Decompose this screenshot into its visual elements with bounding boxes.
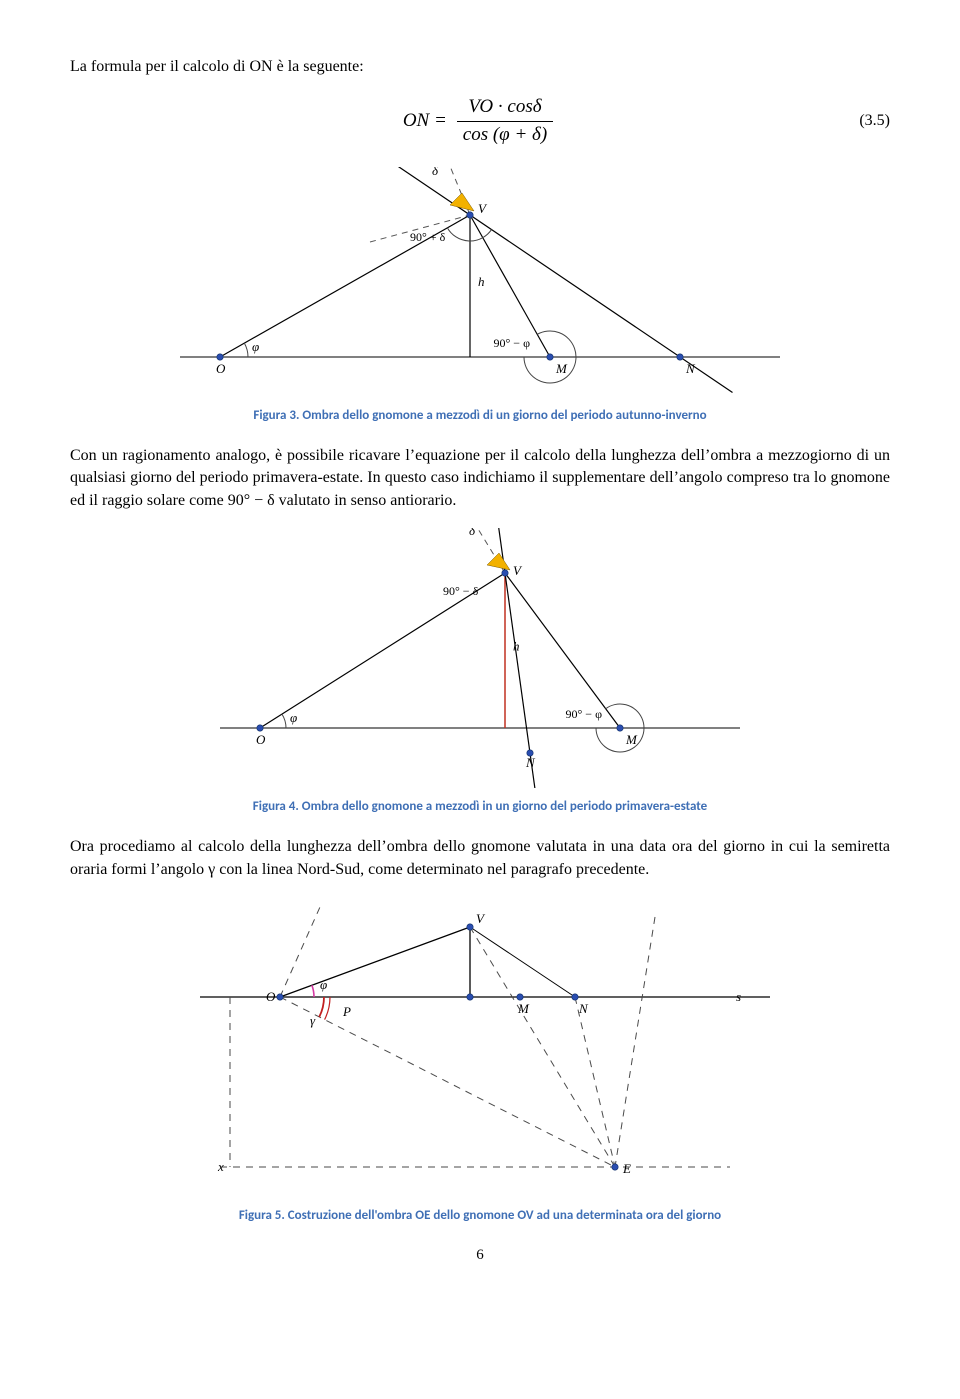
svg-text:δ: δ	[432, 167, 439, 178]
svg-text:V: V	[513, 563, 523, 578]
svg-text:φ: φ	[290, 710, 297, 725]
svg-text:90° − φ: 90° − φ	[494, 336, 531, 350]
svg-text:h: h	[478, 274, 485, 289]
page-number: 6	[70, 1245, 890, 1266]
svg-text:δ: δ	[469, 528, 476, 538]
formula-lhs: ON =	[403, 108, 447, 135]
formula-denominator: cos (φ + δ)	[457, 121, 553, 149]
svg-text:N: N	[578, 1001, 589, 1016]
paragraph-2: Ora procediamo al calcolo della lunghezz…	[70, 836, 890, 881]
svg-text:O: O	[216, 361, 226, 376]
svg-text:P: P	[342, 1004, 351, 1019]
svg-text:M: M	[555, 361, 568, 376]
figure-5-caption: Figura 5. Costruzione dell'ombra OE dell…	[70, 1207, 890, 1225]
figure-3: h φ 90° − φ 90° + δ δ O M N V Figura 3. Ombra de…	[70, 167, 890, 425]
svg-text:90° − φ: 90° − φ	[566, 707, 603, 721]
svg-text:φ: φ	[320, 977, 327, 992]
svg-text:90° − δ: 90° − δ	[443, 584, 479, 598]
svg-text:N: N	[685, 361, 696, 376]
svg-text:O: O	[266, 989, 276, 1004]
figure-3-caption: Figura 3. Ombra dello gnomone a mezzodì …	[70, 407, 890, 425]
svg-text:V: V	[478, 201, 488, 216]
equation-number: (3.5)	[859, 110, 890, 132]
svg-text:90° + δ: 90° + δ	[410, 230, 446, 244]
intro-text: La formula per il calcolo di ON è la seg…	[70, 56, 890, 78]
svg-text:φ: φ	[252, 339, 259, 354]
svg-text:N: N	[525, 755, 536, 770]
svg-text:O: O	[256, 732, 266, 747]
figure-4: hφ90° − φ90° − δδOMNV Figura 4. Ombra de…	[70, 528, 890, 816]
svg-text:M: M	[625, 732, 638, 747]
svg-text:x: x	[217, 1159, 224, 1174]
svg-text:s: s	[736, 989, 741, 1004]
figure-5-svg: φ γ O V M N Ex s P	[170, 897, 790, 1197]
figure-4-caption: Figura 4. Ombra dello gnomone a mezzodì …	[70, 798, 890, 816]
formula-3-5: ON = VO · cosδ cos (φ + δ) (3.5)	[70, 94, 890, 148]
svg-text:E: E	[622, 1161, 631, 1176]
svg-text:γ: γ	[310, 1013, 316, 1028]
figure-5: φ γ O V M N Ex s P Figura 5. Costruzione dell'om…	[70, 897, 890, 1225]
figure-3-svg: h φ 90° − φ 90° + δ δ O M N V	[160, 167, 800, 397]
figure-4-svg: hφ90° − φ90° − δδOMNV	[200, 528, 760, 788]
svg-text:M: M	[517, 1001, 530, 1016]
paragraph-1: Con un ragionamento analogo, è possibile…	[70, 445, 890, 512]
svg-text:V: V	[476, 911, 486, 926]
formula-numerator: VO · cosδ	[457, 94, 553, 121]
formula-fraction: VO · cosδ cos (φ + δ)	[457, 94, 553, 148]
